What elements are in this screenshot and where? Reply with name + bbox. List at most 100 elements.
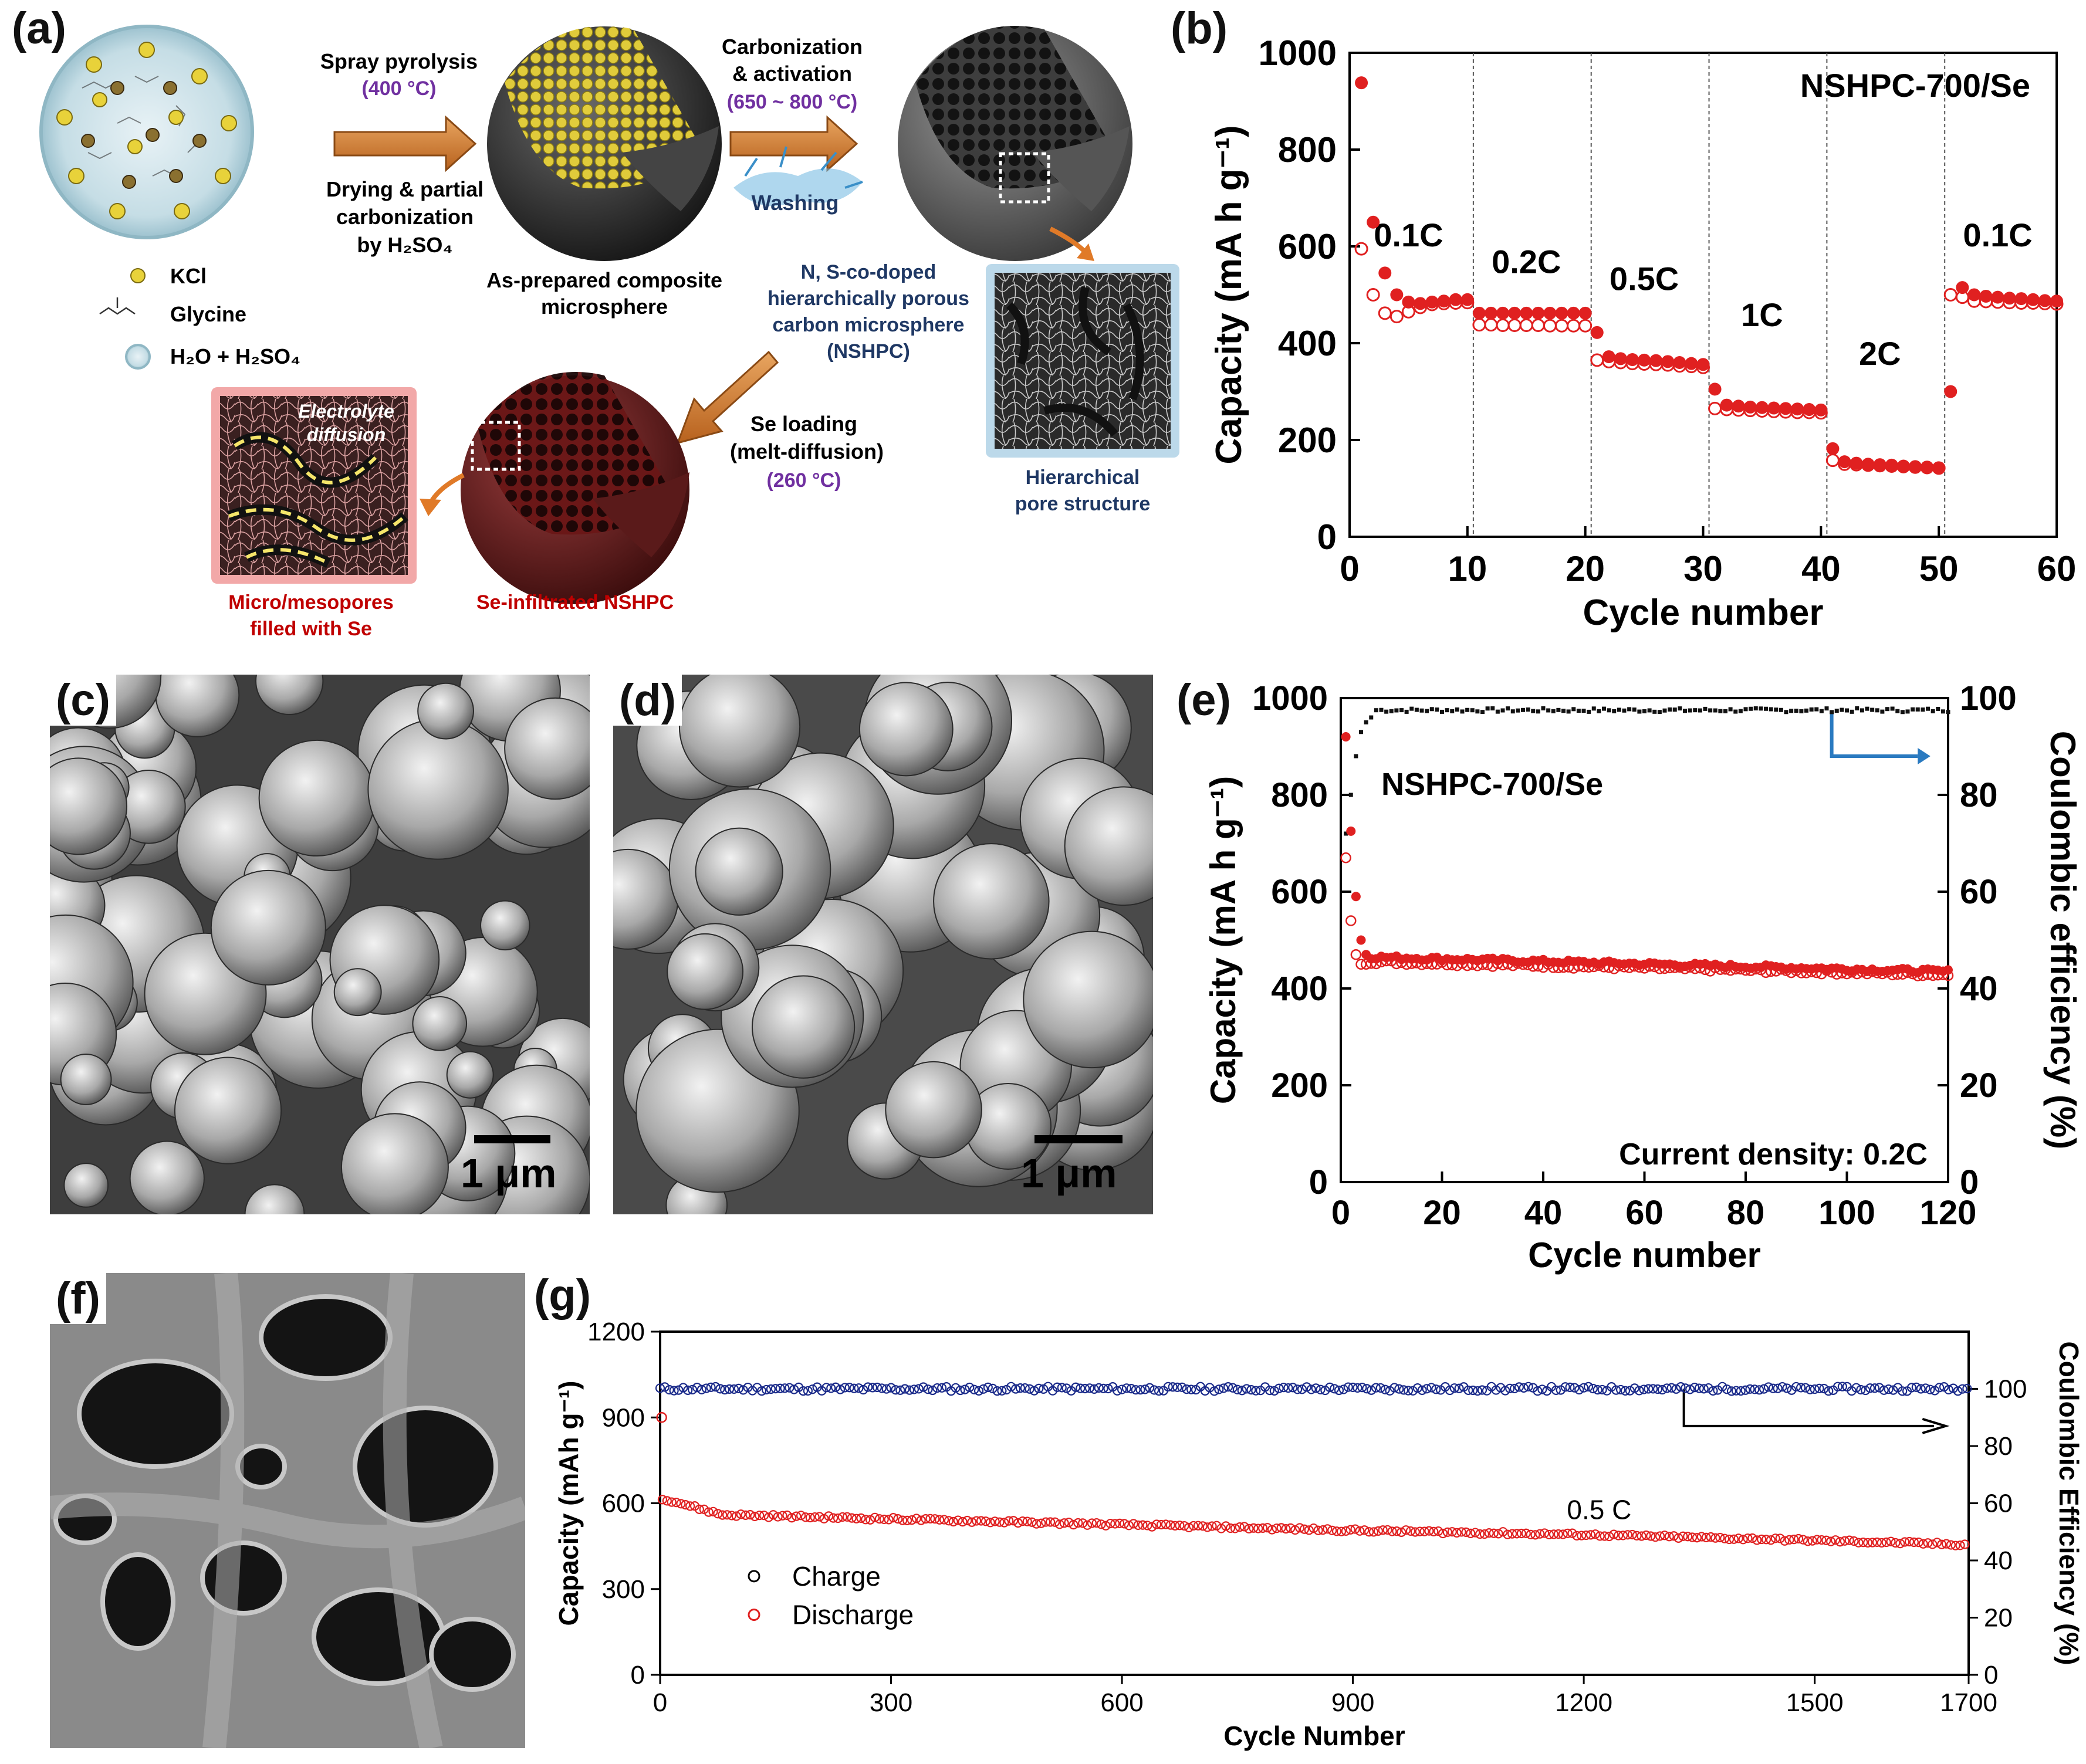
step2-label-1: Carbonization — [722, 35, 863, 59]
charge-point-17 — [1555, 319, 1568, 333]
discharge-point-891 — [1341, 1526, 1351, 1536]
discharge-point-1047 — [1461, 1527, 1471, 1537]
charge-point-18 — [1567, 319, 1581, 333]
ce-point-732 — [1219, 1383, 1229, 1393]
discharge-point-55 — [2003, 292, 2016, 305]
arrow-carbonization — [729, 115, 858, 172]
discharge-point-1581 — [1872, 1537, 1882, 1548]
electrolyte-label-1: Electrolyte — [298, 401, 394, 422]
ce-point-22 — [1450, 709, 1455, 713]
ce-point-558 — [1084, 1383, 1095, 1393]
ce-point-438 — [992, 1386, 1002, 1396]
discharge-point-1479 — [1794, 1533, 1804, 1544]
step1-sub1: Drying & partial — [326, 177, 484, 201]
step3-temp: (260 °C) — [767, 469, 841, 492]
ce-point-97 — [1830, 710, 1834, 715]
ce-point-870 — [1325, 1382, 1335, 1392]
discharge-point-861 — [1318, 1525, 1328, 1535]
ce-point-39 — [1536, 709, 1540, 714]
ce-point-1440 — [1763, 1382, 1774, 1392]
ce-point-252 — [849, 1383, 859, 1393]
ce-point-1248 — [1615, 1384, 1626, 1395]
discharge-point-38 — [1803, 403, 1816, 417]
ce-point-1476 — [1791, 1382, 1801, 1392]
discharge-point-441 — [995, 1517, 1005, 1527]
y2-tick-label-3: 60 — [1984, 1489, 2013, 1518]
discharge-point-447 — [999, 1518, 1009, 1528]
ce-point-28 — [1480, 710, 1485, 715]
ce-point-300 — [886, 1383, 896, 1393]
x-tick-label-0: 0 — [1340, 549, 1359, 588]
ce-point-16 — [1419, 708, 1424, 713]
ce-point-348 — [923, 1384, 933, 1394]
charge-point-30 — [1708, 401, 1722, 415]
discharge-point-1215 — [1590, 1529, 1600, 1539]
ce-point-108 — [1885, 707, 1889, 712]
ce-point-564 — [1089, 1384, 1099, 1394]
discharge-point-45 — [1885, 458, 1898, 472]
discharge-point-543 — [1073, 1518, 1083, 1528]
discharge-point-423 — [981, 1516, 990, 1526]
ce-point-93 — [1809, 707, 1814, 712]
ce-point-101 — [1850, 709, 1854, 714]
y2-tick-label-3: 60 — [1960, 873, 1998, 911]
ce-point-1518 — [1824, 1386, 1834, 1396]
ce-point-492 — [1034, 1383, 1044, 1393]
ce-point-92 — [1804, 708, 1808, 713]
ce-point-420 — [978, 1384, 989, 1394]
discharge-point-47 — [1909, 460, 1922, 473]
ce-point-858 — [1316, 1384, 1326, 1394]
step1-label: Spray pyrolysis — [320, 49, 478, 73]
panel-c-sem: 1 μm (c) — [50, 675, 590, 1214]
ce-point-106 — [1875, 708, 1879, 713]
discharge-point-555 — [1082, 1520, 1093, 1530]
x-tick-label-1: 300 — [870, 1688, 912, 1717]
discharge-point-1173 — [1558, 1529, 1568, 1539]
discharge-point-585 — [1105, 1518, 1115, 1529]
discharge-point-537 — [1069, 1520, 1079, 1530]
discharge-point-531 — [1064, 1518, 1074, 1528]
ce-point-31 — [1495, 709, 1500, 714]
ce-point-1434 — [1759, 1384, 1769, 1394]
discharge-point-1323 — [1673, 1533, 1683, 1543]
x-tick-label-5: 100 — [1818, 1194, 1875, 1232]
ce-point-570 — [1094, 1383, 1104, 1393]
ce-point-1512 — [1819, 1383, 1829, 1394]
ce-point-612 — [1126, 1384, 1136, 1394]
discharge-point-2 — [1346, 826, 1356, 836]
panel-label-f: (f) — [50, 1273, 106, 1325]
sem-particle-18 — [1064, 786, 1153, 906]
ce-point-690 — [1186, 1384, 1196, 1394]
discharge-point-723 — [1212, 1521, 1222, 1531]
discharge-point-681 — [1179, 1521, 1189, 1531]
ce-point-63 — [1657, 710, 1662, 715]
ce-point-258 — [854, 1383, 864, 1393]
ce-point-49 — [1587, 709, 1591, 714]
discharge-point-1287 — [1646, 1531, 1656, 1541]
discharge-point-1113 — [1512, 1529, 1522, 1539]
ce-point-1026 — [1445, 1385, 1455, 1396]
ce-point-1446 — [1768, 1383, 1778, 1393]
discharge-point-921 — [1364, 1527, 1374, 1537]
discharge-point-987 — [1415, 1526, 1425, 1536]
discharge-point-1593 — [1881, 1537, 1891, 1548]
ce-point-186 — [798, 1386, 809, 1396]
ce-point-1266 — [1629, 1383, 1639, 1393]
ce-point-1464 — [1782, 1383, 1792, 1393]
y2-axis-label: Coulombic Efficiency (%) — [2054, 1341, 2084, 1665]
ce-point-474 — [1020, 1383, 1030, 1393]
composite-caption-2: microsphere — [541, 294, 668, 319]
ce-point-50 — [1591, 706, 1596, 711]
y2-tick-label-1: 20 — [1960, 1066, 1998, 1105]
ce-point-85 — [1769, 707, 1773, 712]
x-tick-label-3: 60 — [1625, 1194, 1664, 1232]
discharge-point-15 — [1531, 306, 1545, 320]
discharge-point-981 — [1410, 1527, 1420, 1537]
ce-point-876 — [1330, 1384, 1340, 1394]
ce-point-1308 — [1662, 1383, 1672, 1393]
ce-point-630 — [1140, 1384, 1150, 1394]
discharge-point-1191 — [1572, 1531, 1582, 1541]
ce-point-41 — [1546, 708, 1551, 713]
sem-image-d — [613, 675, 1153, 1214]
ce-point-924 — [1366, 1385, 1377, 1395]
